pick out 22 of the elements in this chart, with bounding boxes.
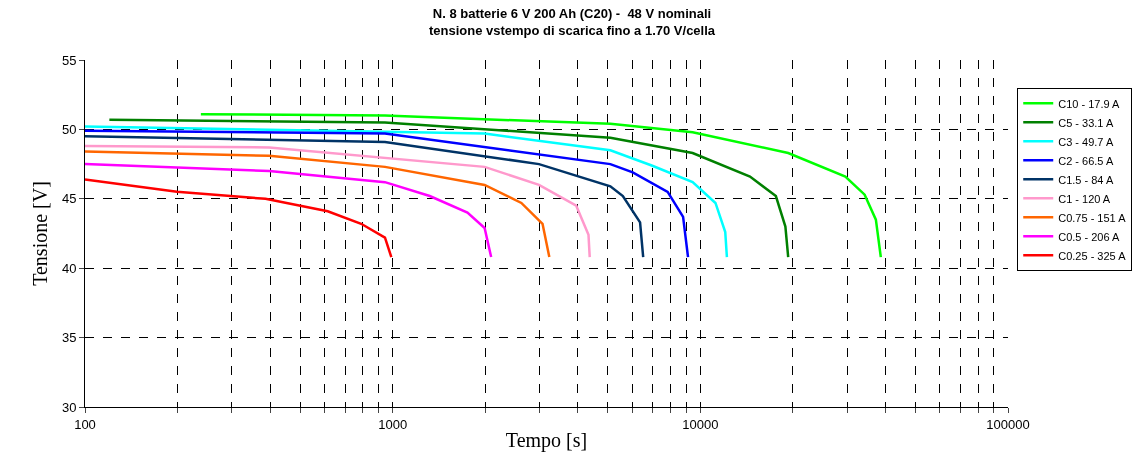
y-tick-label: 30 (61, 399, 77, 415)
y-tick-label: 35 (61, 330, 77, 346)
legend-label: C0.25 - 325 A (1058, 249, 1127, 262)
x-tick-label: 10000 (682, 416, 719, 432)
legend-label: C0.75 - 151 A (1058, 211, 1127, 224)
legend-label: C2 - 66.5 A (1058, 154, 1114, 167)
y-axis-title: Tensione [V] (29, 181, 52, 286)
x-tick-label: 1000 (378, 416, 408, 432)
legend-label: C0.5 - 206 A (1058, 230, 1121, 243)
x-axis-title: Tempo [s] (505, 429, 588, 453)
legend-label: C1.5 - 84 A (1058, 173, 1114, 186)
x-tick-label: 100 (74, 416, 96, 432)
legend-label: C3 - 49.7 A (1058, 135, 1114, 148)
y-tick-label: 50 (61, 121, 77, 137)
chart-title: N. 8 batterie 6 V 200 Ah (C20) - 48 V nominali tensione vstempo di scarica fino a 1.70 V/cella (428, 6, 716, 39)
legend-label: C5 - 33.1 A (1058, 116, 1114, 129)
y-tick-label: 45 (61, 191, 77, 207)
legend-label: C1 - 120 A (1058, 192, 1111, 205)
legend-label: C10 - 17.9 A (1058, 97, 1121, 110)
y-tick-label: 40 (61, 260, 77, 276)
x-tick-label: 100000 (986, 416, 1030, 432)
y-tick-label: 55 (61, 52, 77, 68)
